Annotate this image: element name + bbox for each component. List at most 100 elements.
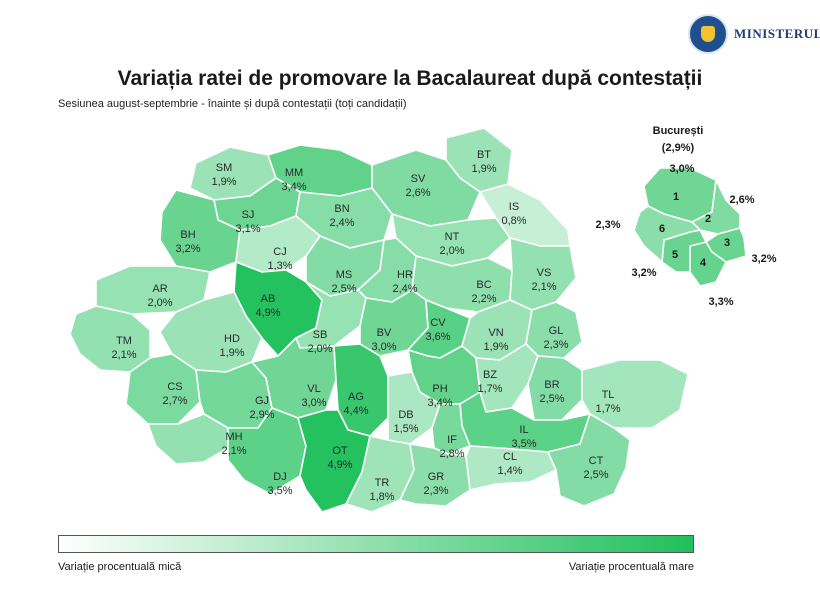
county-value-label: 3,0% [301,397,326,409]
county-code-label: TL [602,389,615,401]
sector-value-label: 3,3% [708,296,733,308]
county-code-label: VN [488,327,503,339]
ministry-name: MINISTERUL [734,26,820,41]
page-title: Variația ratei de promovare la Bacalaure… [117,67,703,90]
county-code-label: BH [180,229,195,241]
bucuresti-sector-2 [691,179,741,235]
county-gr [399,443,471,507]
county-code-label: DB [398,409,413,421]
county-value-label: 2,8% [439,448,464,460]
county-bh [159,189,241,273]
sector-value-label: 3,2% [631,267,656,279]
county-code-label: HR [397,269,413,281]
county-value-label: 2,1% [221,445,246,457]
county-code-label: PH [432,383,447,395]
sector-number-label: 1 [673,191,679,203]
county-code-label: SM [216,162,233,174]
county-code-label: IF [447,434,457,446]
legend-high-label: Variație procentuală mare [568,561,694,573]
county-value-label: 3,0% [371,341,396,353]
county-value-label: 2,0% [147,297,172,309]
county-code-label: BZ [483,369,497,381]
county-value-label: 0,8% [501,215,526,227]
county-code-label: BV [377,327,392,339]
bucuresti-total: (2,9%) [662,142,695,154]
county-ct [547,413,631,507]
county-value-label: 2,4% [392,283,417,295]
county-tm [69,305,151,373]
county-code-label: CT [589,455,604,467]
county-code-label: IL [519,424,528,436]
county-value-label: 3,4% [427,397,452,409]
county-value-label: 1,8% [369,491,394,503]
county-value-label: 4,9% [327,459,352,471]
ministry-logo: MINISTERUL [688,14,820,54]
sector-value-label: 3,2% [751,253,776,265]
county-code-label: MH [225,431,242,443]
county-code-label: CJ [273,246,286,258]
page-subtitle: Sesiunea august-septembrie - înainte și … [58,98,407,110]
county-value-label: 3,5% [267,485,292,497]
county-code-label: BC [476,279,491,291]
county-code-label: NT [445,231,460,243]
county-value-label: 2,4% [329,217,354,229]
county-value-label: 2,0% [307,343,332,355]
county-code-label: GJ [255,395,269,407]
county-code-label: MM [285,167,303,179]
county-value-label: 3,4% [281,181,306,193]
county-code-label: MS [336,269,353,281]
county-value-label: 2,1% [531,281,556,293]
sector-number-label: 5 [672,249,678,261]
county-code-label: HD [224,333,240,345]
county-ag [333,343,389,437]
county-code-label: IS [509,201,519,213]
sector-number-label: 2 [705,213,711,225]
county-code-label: SB [313,329,328,341]
county-code-label: BT [477,149,491,161]
county-value-label: 2,7% [162,395,187,407]
county-value-label: 1,3% [267,260,292,272]
sector-number-label: 3 [724,237,730,249]
county-value-label: 3,5% [511,438,536,450]
county-code-label: OT [332,445,348,457]
county-tl [581,359,689,429]
county-code-label: CL [503,451,517,463]
legend-gradient-bar [58,535,694,553]
county-value-label: 4,9% [255,307,280,319]
county-value-label: 4,4% [343,405,368,417]
county-value-label: 1,4% [497,465,522,477]
bucuresti-sector-4 [689,241,727,287]
county-value-label: 1,9% [211,176,236,188]
county-value-label: 2,3% [423,485,448,497]
county-code-label: AB [261,293,276,305]
county-value-label: 1,7% [595,403,620,415]
county-value-label: 1,9% [219,347,244,359]
county-value-label: 2,2% [471,293,496,305]
sector-value-label: 2,3% [595,219,620,231]
county-value-label: 2,9% [249,409,274,421]
coat-of-arms-icon [688,14,728,54]
county-code-label: TM [116,335,132,347]
county-value-label: 2,5% [583,469,608,481]
county-code-label: GR [428,471,445,483]
sector-value-label: 2,6% [729,194,754,206]
county-code-label: VS [537,267,552,279]
county-code-label: BN [334,203,349,215]
county-code-label: VL [307,383,320,395]
bucuresti-sector-6 [633,205,701,263]
county-code-label: SJ [242,209,255,221]
county-code-label: SV [411,173,426,185]
sector-number-label: 6 [659,223,665,235]
county-value-label: 3,6% [425,331,450,343]
bucuresti-title: București [653,125,704,137]
county-value-label: 3,1% [235,223,260,235]
county-code-label: TR [375,477,390,489]
sector-value-label: 3,0% [669,163,694,175]
county-code-label: CS [167,381,182,393]
county-code-label: CV [430,317,446,329]
county-code-label: DJ [273,471,286,483]
county-value-label: 3,2% [175,243,200,255]
sector-number-label: 4 [700,257,707,269]
county-br [527,355,583,421]
